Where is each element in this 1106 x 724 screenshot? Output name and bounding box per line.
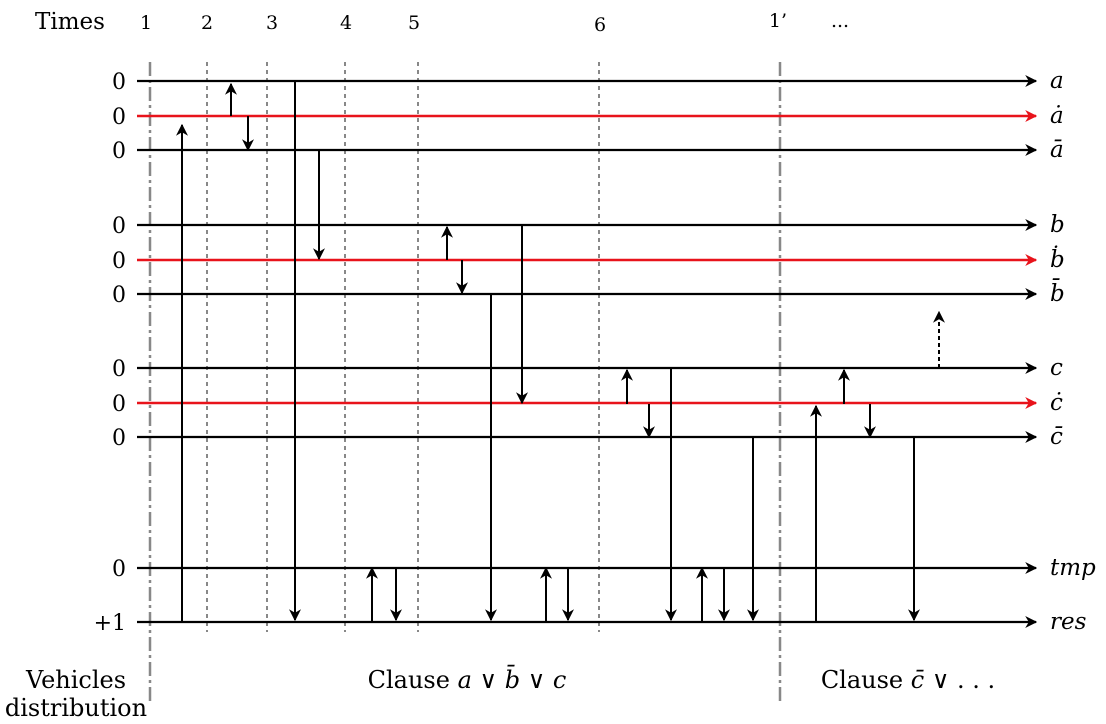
variable-name-5: ḃ [1050, 246, 1065, 273]
clause-2-label: Clause c̄ ∨ . . . [821, 666, 995, 694]
initial-value-3: 0 [112, 139, 126, 164]
vehicles-label-line1: Vehicles [25, 666, 126, 694]
clause-1-label: Clause a ∨ b̄ ∨ c [368, 665, 567, 694]
initial-value-8: 0 [112, 392, 126, 417]
initial-value-2: 0 [112, 105, 126, 130]
transfer-arrows [176, 81, 945, 622]
variable-name-2: ȧ [1050, 103, 1064, 129]
initial-value-6: 0 [112, 283, 126, 308]
time-separators [148, 62, 782, 705]
variable-name-4: b [1050, 212, 1065, 238]
variable-name-8: ċ [1050, 390, 1063, 416]
initial-value-1: 0 [112, 70, 126, 95]
times-header: Times 1 2 3 4 5 6 1’ ... [35, 9, 849, 36]
time-ellipsis: ... [831, 10, 849, 32]
initial-value-7: 0 [112, 357, 126, 382]
variable-name-11: res [1050, 609, 1087, 635]
time-3: 3 [266, 12, 278, 34]
time-5: 5 [408, 12, 420, 34]
initial-value-5: 0 [112, 249, 126, 274]
vehicles-label-line2: distribution [5, 694, 147, 722]
variable-lines: 0 a 0 ȧ 0 ā 0 b 0 ḃ 0 b̄ 0 c 0 ċ 0 c̄ 0 tmp +1 res [94, 68, 1096, 636]
times-label: Times [35, 9, 105, 35]
initial-value-10: 0 [112, 557, 126, 582]
variable-name-6: b̄ [1050, 279, 1065, 307]
initial-value-4: 0 [112, 214, 126, 239]
initial-value-11: +1 [94, 611, 126, 636]
variable-name-10: tmp [1050, 555, 1096, 581]
variable-name-9: c̄ [1050, 424, 1063, 450]
time-2: 2 [201, 12, 213, 34]
time-1: 1 [140, 12, 152, 34]
time-6: 6 [594, 14, 606, 36]
time-1-prime: 1’ [769, 10, 787, 32]
time-4: 4 [340, 12, 352, 34]
variable-name-7: c [1050, 355, 1063, 381]
bottom-labels: Vehicles distribution Clause a ∨ b̄ ∨ c … [5, 665, 995, 722]
variable-name-3: ā [1050, 137, 1064, 163]
initial-value-9: 0 [112, 426, 126, 451]
variable-name-1: a [1050, 68, 1064, 94]
